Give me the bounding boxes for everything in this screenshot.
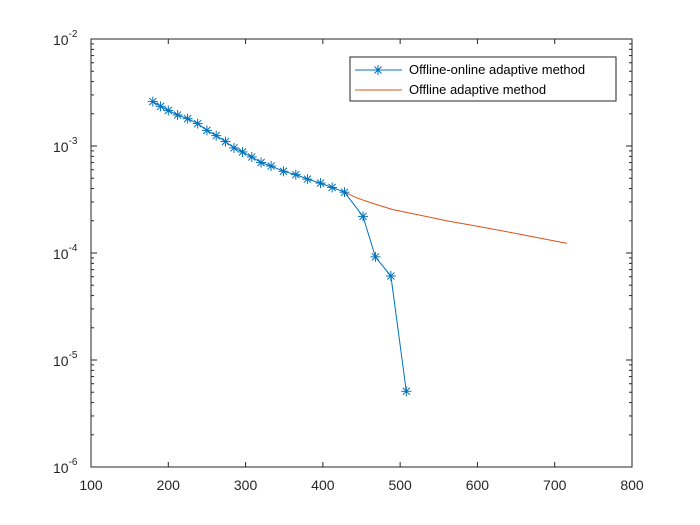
y-axis: 10-6 10-5 10-4 10-3 10-2: [53, 29, 632, 476]
x-tick-label: 300: [234, 477, 258, 493]
x-tick-label: 600: [466, 477, 490, 493]
data-point-marker: [246, 151, 257, 162]
data-point-marker: [278, 166, 289, 177]
x-tick-label: 100: [79, 477, 103, 493]
legend: Offline-online adaptive method Offline a…: [349, 56, 617, 102]
x-tick-label: 700: [543, 477, 567, 493]
data-point-marker: [155, 101, 166, 112]
data-point-marker: [172, 109, 183, 120]
data-point-marker: [358, 211, 369, 222]
legend-label-offline-online: Offline-online adaptive method: [409, 62, 585, 77]
plot-area: [91, 39, 632, 467]
data-point-marker: [201, 125, 212, 136]
data-point-marker: [290, 169, 301, 180]
x-tick-label: 200: [157, 477, 181, 493]
y-tick-label: 10-6: [53, 457, 78, 476]
data-point-marker: [192, 118, 203, 129]
data-point-marker: [237, 146, 248, 157]
x-tick-label: 500: [388, 477, 412, 493]
y-tick-label: 10-4: [53, 243, 78, 262]
x-tick-label: 400: [311, 477, 335, 493]
legend-asterisk: [373, 65, 383, 75]
data-point-marker: [211, 130, 222, 141]
y-tick-label: 10-3: [53, 136, 78, 155]
legend-box: [349, 56, 617, 102]
data-point-marker: [370, 251, 381, 262]
data-point-marker: [302, 174, 313, 185]
data-point-marker: [266, 161, 277, 172]
x-axis: 100 200 300 400 500 600 700 800: [79, 39, 644, 493]
data-point-marker: [182, 113, 193, 124]
data-point-marker: [327, 182, 338, 193]
data-point-marker: [220, 136, 231, 147]
data-point-marker: [147, 96, 158, 107]
data-point-marker: [385, 270, 396, 281]
series-layer: [147, 96, 568, 397]
series-line-0: [152, 101, 407, 392]
x-tick-label: 800: [620, 477, 644, 493]
data-point-marker: [315, 178, 326, 189]
legend-label-offline: Offline adaptive method: [409, 82, 546, 97]
series-line-1: [344, 191, 568, 244]
y-tick-label: 10-2: [53, 29, 78, 48]
data-point-marker: [401, 386, 412, 397]
data-point-marker: [228, 142, 239, 153]
legend-marker-asterisk: [373, 65, 383, 75]
y-tick-label: 10-5: [53, 350, 78, 369]
data-point-marker: [163, 105, 174, 116]
data-point-marker: [339, 187, 350, 198]
data-point-marker: [256, 157, 267, 168]
